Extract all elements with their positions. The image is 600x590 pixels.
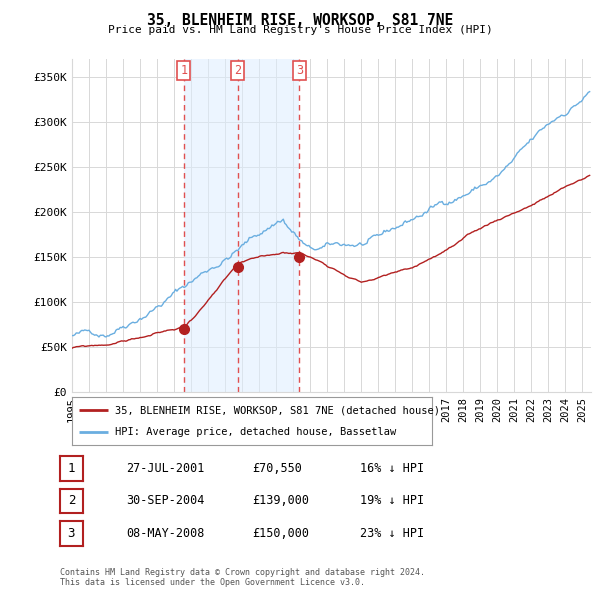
Text: 2: 2 xyxy=(235,64,241,77)
Text: Price paid vs. HM Land Registry's House Price Index (HPI): Price paid vs. HM Land Registry's House … xyxy=(107,25,493,35)
Text: £139,000: £139,000 xyxy=(252,494,309,507)
Text: 1: 1 xyxy=(68,462,75,475)
Text: 2: 2 xyxy=(68,494,75,507)
Text: 30-SEP-2004: 30-SEP-2004 xyxy=(126,494,205,507)
Text: 27-JUL-2001: 27-JUL-2001 xyxy=(126,462,205,475)
Text: 35, BLENHEIM RISE, WORKSOP, S81 7NE: 35, BLENHEIM RISE, WORKSOP, S81 7NE xyxy=(147,13,453,28)
Text: 19% ↓ HPI: 19% ↓ HPI xyxy=(360,494,424,507)
Text: 1: 1 xyxy=(180,64,187,77)
Text: 23% ↓ HPI: 23% ↓ HPI xyxy=(360,527,424,540)
Text: HPI: Average price, detached house, Bassetlaw: HPI: Average price, detached house, Bass… xyxy=(115,427,397,437)
Text: £70,550: £70,550 xyxy=(252,462,302,475)
Bar xyxy=(184,59,299,392)
Text: 35, BLENHEIM RISE, WORKSOP, S81 7NE (detached house): 35, BLENHEIM RISE, WORKSOP, S81 7NE (det… xyxy=(115,405,440,415)
Text: 16% ↓ HPI: 16% ↓ HPI xyxy=(360,462,424,475)
Text: Contains HM Land Registry data © Crown copyright and database right 2024.
This d: Contains HM Land Registry data © Crown c… xyxy=(60,568,425,587)
Text: 3: 3 xyxy=(296,64,303,77)
Text: £150,000: £150,000 xyxy=(252,527,309,540)
Text: 08-MAY-2008: 08-MAY-2008 xyxy=(126,527,205,540)
Text: 3: 3 xyxy=(68,527,75,540)
